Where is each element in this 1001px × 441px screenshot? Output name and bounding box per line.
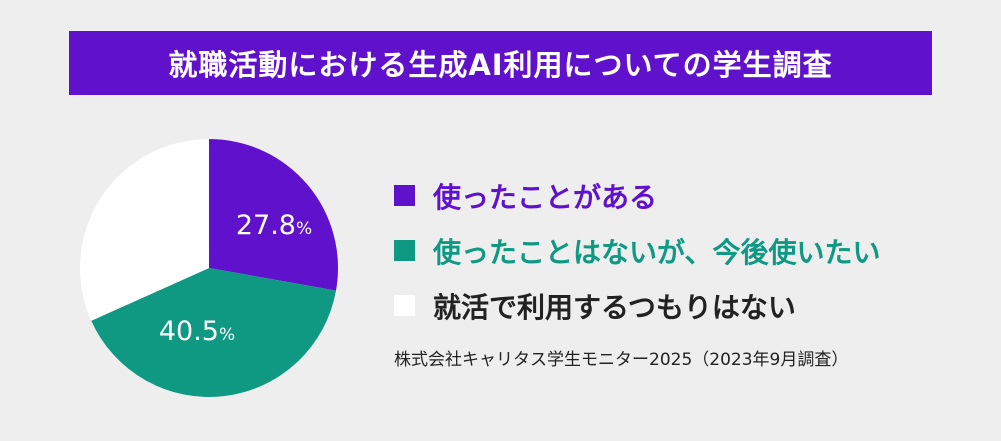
legend-label-3: 就活で利用するつもりはない [433, 290, 796, 324]
slice-value-label-2: 40.5% [159, 316, 235, 347]
slice-value-label-1: 27.8% [236, 210, 312, 241]
legend-swatch-2 [394, 240, 415, 261]
legend-label-1: 使ったことがある [433, 180, 658, 214]
pie-slice-1 [209, 139, 338, 291]
pie-chart-svg: 27.8% 40.5% [80, 139, 338, 398]
legend-item-2: 使ったことはないが、今後使いたい [394, 223, 954, 278]
pie-slice-2 [91, 268, 337, 398]
pie-slice-3 [80, 139, 209, 321]
legend-label-2: 使ったことはないが、今後使いたい [433, 235, 881, 269]
chart-title: 就職活動における生成AI利用についての学生調査 [168, 48, 833, 82]
legend-swatch-1 [394, 185, 415, 206]
title-bar: 就職活動における生成AI利用についての学生調査 [69, 31, 932, 95]
source-note: 株式会社キャリタス学生モニター2025（2023年9月調査） [394, 350, 849, 370]
legend: 使ったことがある使ったことはないが、今後使いたい 就活で利用するつもりはない [394, 168, 954, 333]
pie-chart: 27.8% 40.5% [70, 129, 348, 407]
legend-item-1: 使ったことがある [394, 168, 954, 223]
legend-item-3: 就活で利用するつもりはない [394, 278, 954, 333]
legend-swatch-3 [394, 295, 415, 316]
